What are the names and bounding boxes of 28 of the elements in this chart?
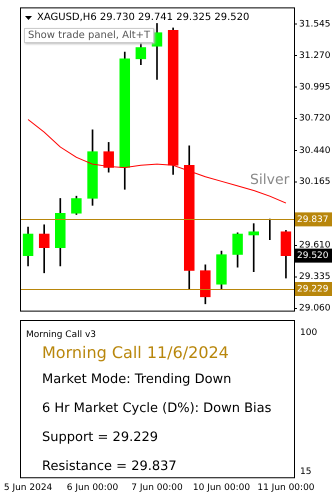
- category-label: 10 Jun 00:00: [192, 482, 250, 493]
- text: Market Mode: Trending Down: [42, 372, 232, 387]
- y-tick-label: 29.060: [299, 304, 331, 314]
- text: 15: [300, 467, 312, 477]
- y-tick-label: 29.335: [299, 272, 330, 282]
- ref-line-label: 29.837: [297, 214, 328, 225]
- text: Morning Call 11/6/2024: [42, 343, 229, 362]
- annotation: Show trade panel, Alt+T: [24, 28, 154, 43]
- text: 100: [300, 328, 318, 338]
- text: XAGUSD,H6 29.730 29.741 29.325 29.520: [37, 12, 250, 23]
- category-label: 6 Jun 00:00: [66, 482, 119, 493]
- category-label: 7 Jun 00:00: [131, 482, 183, 493]
- y-tick-label: 30.995: [299, 82, 330, 92]
- y-tick-label: 29.610: [299, 240, 331, 251]
- y-tick-label: 30.440: [299, 146, 331, 156]
- y-tick-label: 31.270: [299, 50, 331, 61]
- y-tick-label: 30.720: [299, 114, 331, 124]
- category-label: 5 Jun 2024: [4, 482, 53, 493]
- text: Morning Call v3: [26, 330, 96, 340]
- ref-line-label: 29.229: [297, 284, 329, 294]
- text: 6 Hr Market Cycle (D%): Down Bias: [42, 401, 272, 416]
- category-label: 11 Jun 00:00: [257, 482, 315, 493]
- text: Support = 29.229: [42, 430, 158, 445]
- y-tick-label: 30.165: [299, 177, 330, 188]
- annotation: Silver: [250, 172, 290, 188]
- annotation: 29.520: [297, 251, 329, 262]
- y-tick-label: 31.545: [299, 19, 330, 30]
- text: Resistance = 29.837: [42, 459, 177, 474]
